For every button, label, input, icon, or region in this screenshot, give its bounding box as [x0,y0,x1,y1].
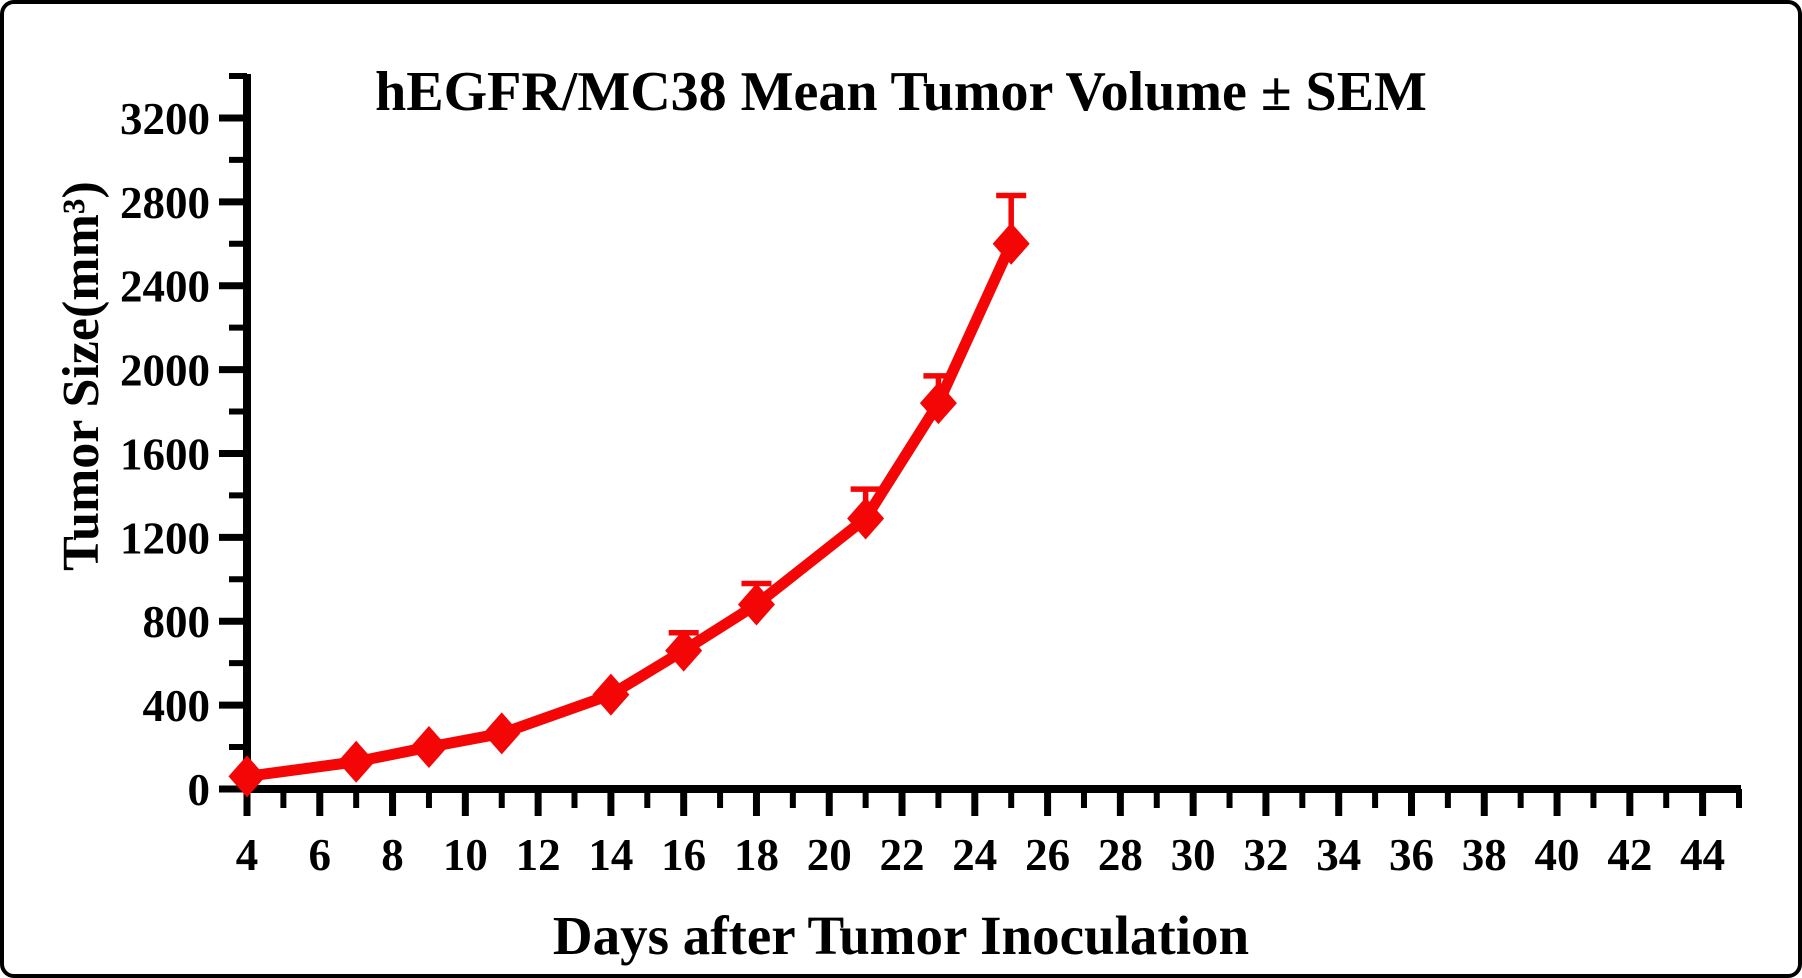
data-point-marker [592,673,630,716]
series-line [241,238,1017,782]
y-tick-label: 2000 [120,346,210,396]
x-tick-label: 8 [381,830,404,880]
x-tick-label: 34 [1316,830,1361,880]
x-tick-label: 20 [807,830,852,880]
y-tick-label: 1600 [120,429,210,479]
x-tick-label: 26 [1025,830,1070,880]
x-tick-label: 40 [1535,830,1580,880]
x-tick-label: 38 [1462,830,1507,880]
y-tick-label: 400 [143,681,211,731]
x-tick-label: 44 [1680,830,1725,880]
y-tick-label: 1200 [120,513,210,563]
y-tick-label: 0 [188,765,211,815]
x-axis-label: Days after Tumor Inoculation [552,905,1250,966]
x-tick-label: 36 [1389,830,1434,880]
x-tick-label: 24 [952,830,997,880]
data-point-marker [228,755,266,798]
y-tick-label: 2400 [120,262,210,312]
x-tick-label: 10 [443,830,488,880]
x-tick-label: 18 [734,830,779,880]
data-point-marker [737,583,775,626]
data-point-marker [665,629,703,672]
x-tick-label: 30 [1171,830,1216,880]
x-tick-label: 22 [880,830,925,880]
y-axis-label: Tumor Size(mm³) [53,181,110,571]
x-tick-label: 4 [236,830,259,880]
data-point-marker [992,222,1030,265]
tumor-growth-chart: 4 6 8 10 12 14 16 18 20 22 24 26 28 30 32 34 36 38 40 42 44 0… [120,73,1742,880]
x-tick-label: 42 [1607,830,1652,880]
data-point-marker [410,726,448,769]
data-point-marker [919,382,957,425]
data-point-marker [847,497,885,540]
y-tick-label: 800 [143,597,211,647]
y-tick-label: 2800 [120,178,210,228]
data-point-marker [337,740,375,783]
x-tick-label: 32 [1243,830,1288,880]
x-tick-label: 6 [309,830,332,880]
x-tick-label: 14 [588,830,633,880]
chart-title: hEGFR/MC38 Mean Tumor Volume ± SEM [375,61,1427,123]
x-tick-label: 16 [661,830,706,880]
data-point-marker [483,712,521,755]
x-tick-label: 28 [1098,830,1143,880]
x-tick-label: 12 [516,830,561,880]
y-tick-label: 3200 [120,94,210,144]
